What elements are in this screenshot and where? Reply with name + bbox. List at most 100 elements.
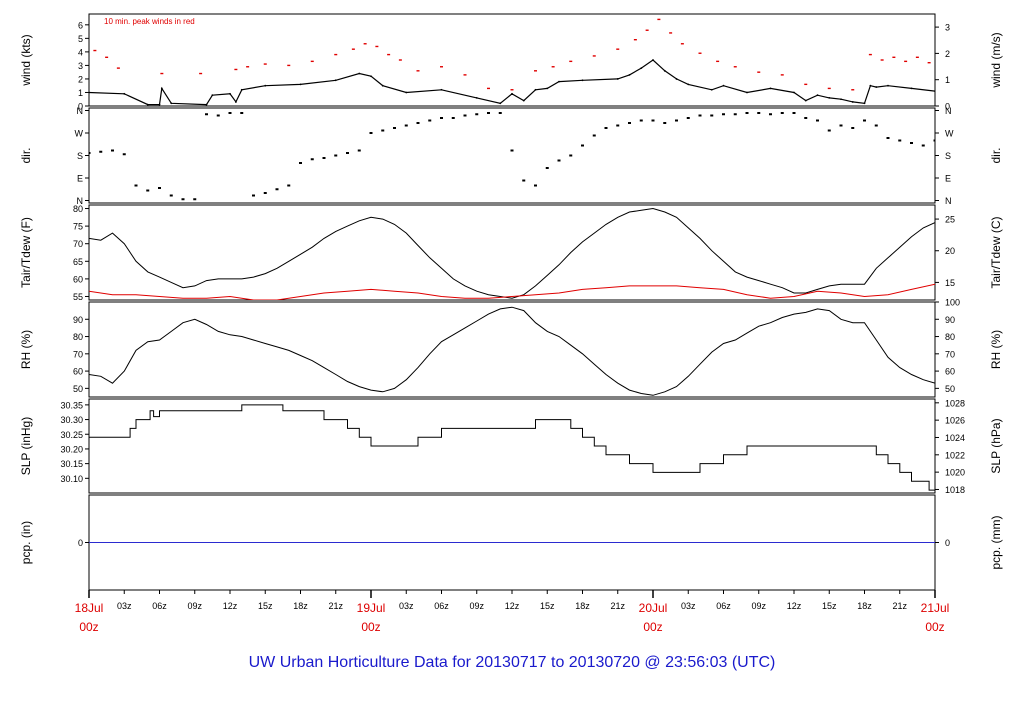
left-tick-label-rh: 70 xyxy=(73,349,83,359)
direction-point xyxy=(416,122,420,124)
wind-peak-point xyxy=(287,64,291,67)
wind-mean-point xyxy=(405,91,408,94)
direction-point xyxy=(592,134,596,137)
direction-point xyxy=(534,184,537,187)
wind-annotation: 10 min. peak winds in red xyxy=(104,17,195,26)
ylabel-wind: wind (kts) xyxy=(19,34,33,86)
wind-peak-point xyxy=(680,43,684,45)
wind-mean-point xyxy=(828,96,831,99)
wind-mean-point xyxy=(722,84,725,87)
wind-peak-point xyxy=(757,71,761,73)
hour-tick-label: 09z xyxy=(187,601,202,611)
ylabel-right-dir: dir. xyxy=(989,147,1003,163)
left-tick-label-wind: 1 xyxy=(78,88,83,98)
data-wind xyxy=(89,18,935,106)
right-tick-label-rh: 60 xyxy=(945,367,955,377)
wind-mean-point xyxy=(652,59,654,61)
wind-mean-point xyxy=(558,80,560,83)
direction-point xyxy=(510,149,514,152)
data-dir xyxy=(89,112,935,201)
wind-peak-point xyxy=(892,56,896,58)
hour-tick-label: 12z xyxy=(505,601,520,611)
wind-mean-point xyxy=(581,79,584,82)
right-tick-label-slp: 1024 xyxy=(945,433,965,443)
direction-point xyxy=(475,113,479,116)
direction-point xyxy=(757,112,761,114)
direction-point xyxy=(769,113,772,116)
direction-point xyxy=(898,139,902,142)
wind-peak-point xyxy=(387,53,391,56)
wind-mean-point xyxy=(816,94,819,97)
left-tick-label-wind: 6 xyxy=(78,20,83,30)
direction-point xyxy=(686,117,690,119)
right-tick-label-dir: N xyxy=(945,196,952,206)
wind-mean-point xyxy=(546,87,549,90)
panel-frame-rh xyxy=(88,301,936,398)
direction-point xyxy=(792,112,796,114)
wind-peak-point xyxy=(487,87,490,90)
panel-frame-wind xyxy=(88,13,936,107)
wind-peak-point xyxy=(927,62,931,64)
wind-mean-point xyxy=(522,99,525,102)
wind-peak-point xyxy=(510,89,514,91)
left-tick-label-slp: 30.35 xyxy=(60,400,83,410)
direction-point xyxy=(839,124,843,127)
direction-point xyxy=(675,119,678,122)
left-tick-label-wind: 3 xyxy=(78,61,83,71)
day-tick-date: 19Jul xyxy=(357,601,386,615)
wind-peak-point xyxy=(363,43,367,45)
wind-peak-point xyxy=(534,70,537,72)
direction-point xyxy=(851,127,855,129)
left-tick-label-temp: 70 xyxy=(73,239,83,249)
day-tick-date: 21Jul xyxy=(921,601,950,615)
direction-point xyxy=(733,113,737,116)
direction-point xyxy=(710,114,714,117)
wind-mean-point xyxy=(640,67,643,70)
data-slp xyxy=(89,404,935,491)
wind-peak-point xyxy=(616,48,620,50)
wind-mean-point xyxy=(475,96,478,99)
direction-point xyxy=(451,117,455,119)
direction-point xyxy=(393,127,396,129)
left-tick-label-slp: 30.25 xyxy=(60,430,83,440)
right-tick-label-slp: 1028 xyxy=(945,398,965,408)
wind-peak-point xyxy=(698,52,702,54)
day-tick-time: 00z xyxy=(925,620,944,634)
panel-frame-dir xyxy=(88,107,936,204)
hour-tick-label: 03z xyxy=(681,601,696,611)
wind-peak-point xyxy=(851,89,855,91)
wind-peak-point xyxy=(351,48,355,50)
wind-peak-point xyxy=(116,67,120,69)
direction-point xyxy=(99,150,103,153)
hour-tick-label: 18z xyxy=(575,601,590,611)
time-axis: 03z 06z 09z 12z 15z 18z 21z 03z 06z 09z 12z 15z 18z 2… xyxy=(75,590,950,634)
left-tick-label-slp: 30.30 xyxy=(60,415,83,425)
wind-mean-point xyxy=(675,78,678,80)
direction-point xyxy=(158,187,161,189)
right-tick-label-slp: 1022 xyxy=(945,450,965,460)
left-tick-label-temp: 75 xyxy=(73,222,83,232)
rh-line xyxy=(89,306,935,396)
direction-point xyxy=(322,157,326,159)
direction-point xyxy=(169,194,173,197)
direction-point xyxy=(816,119,819,122)
left-tick-label-wind: 4 xyxy=(78,47,83,57)
day-tick-time: 00z xyxy=(361,620,380,634)
wind-mean-point xyxy=(170,102,173,105)
ylabel-slp: SLP (inHg) xyxy=(19,417,33,475)
hour-tick-label: 18z xyxy=(857,601,872,611)
direction-point xyxy=(357,149,361,152)
direction-point xyxy=(604,127,608,129)
panel-frame-temp xyxy=(88,204,936,301)
direction-point xyxy=(134,184,138,187)
ylabel-dir: dir. xyxy=(19,147,33,163)
direction-point xyxy=(522,179,526,182)
wind-mean-point xyxy=(211,94,214,97)
right-tick-label-dir: W xyxy=(945,129,954,139)
hour-tick-label: 12z xyxy=(223,601,238,611)
direction-point xyxy=(921,144,925,147)
direction-point xyxy=(404,124,408,127)
wind-mean-point xyxy=(160,87,163,90)
hour-tick-label: 09z xyxy=(751,601,766,611)
